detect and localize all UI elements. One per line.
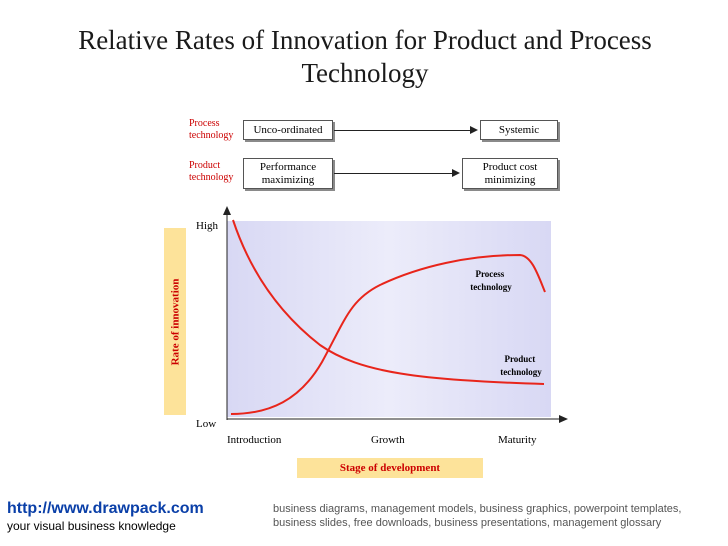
footer-tagline: your visual business knowledge (7, 519, 176, 533)
unco-ordinated-box: Unco-ordinated (243, 120, 333, 140)
process-technology-curve (230, 253, 546, 415)
process-curve-label-line-2: technology (470, 282, 512, 292)
product-curve-label-line-2: technology (500, 367, 542, 377)
product-arrow-head (452, 169, 460, 177)
page-title: Relative Rates of Innovation for Product… (78, 25, 652, 88)
x-tick-maturity: Maturity (498, 434, 537, 446)
x-tick-introduction: Introduction (227, 434, 282, 446)
process-arrow-line (334, 130, 470, 131)
product-cost-minimizing-box: Product cost minimizing (462, 158, 558, 189)
drawpack-link[interactable]: http://www.drawpack.com (7, 500, 204, 517)
product-technology-curve (232, 219, 545, 385)
systemic-box: Systemic (480, 120, 558, 140)
y-tick-low: Low (196, 418, 217, 430)
y-tick-high: High (196, 220, 218, 232)
process-arrow-head (470, 126, 478, 134)
performance-maximizing-box: Performance maximizing (243, 158, 333, 189)
product-technology-row-label: Product technology (189, 160, 234, 183)
product-curve-label: Product technology (500, 354, 542, 377)
y-axis-label: Rate of innovation (164, 228, 186, 415)
x-axis-arrow (559, 415, 568, 423)
product-curve-label-line-1: Product (504, 354, 535, 364)
process-curve-label-line-1: Process (475, 269, 504, 279)
plot-area (227, 221, 551, 417)
process-technology-row-label: Process technology (189, 118, 234, 141)
x-tick-growth: Growth (371, 434, 405, 446)
footer-description: business diagrams, management models, bu… (273, 503, 682, 529)
y-axis-label-text: Rate of innovation (169, 278, 181, 365)
process-curve-label: Process technology (470, 269, 512, 292)
y-axis-arrow (223, 206, 231, 215)
product-arrow-line (334, 173, 452, 174)
x-axis-label: Stage of development (297, 458, 483, 478)
